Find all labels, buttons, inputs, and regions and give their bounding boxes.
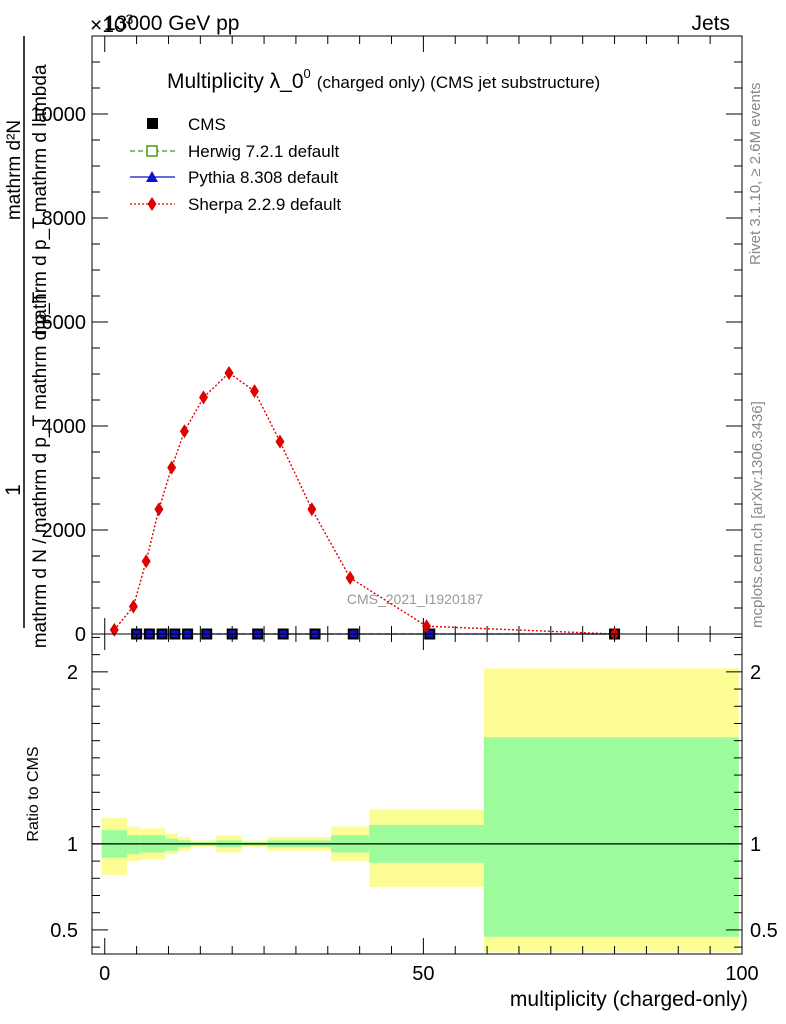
ratio-x-ticks: 0 50 100	[99, 634, 759, 985]
sherpa-point	[154, 502, 164, 517]
legend-label-pythia: Pythia 8.308 default	[188, 168, 339, 187]
x-tick-label: 50	[412, 963, 434, 985]
y-label-numerator-line-1: mathrm d²N	[4, 120, 25, 220]
rivet-label: Rivet 3.1.10, ≥ 2.6M events	[747, 83, 764, 266]
legend-label-sherpa: Sherpa 2.2.9 default	[188, 195, 341, 214]
ratio-plot-frame	[91, 633, 743, 955]
ratio-y-axis-label: Ratio to CMS	[25, 746, 42, 841]
x-tick-label: 100	[725, 963, 758, 985]
main-y-tick-label: 2000	[42, 520, 87, 542]
mcplots-label: mcplots.cern.ch [arXiv:1306.3436]	[749, 401, 766, 628]
exponent-power: 3	[126, 11, 134, 27]
ratio-y-tick-label-left: 1	[67, 834, 78, 856]
y-label-numerator: 1	[2, 484, 25, 496]
ratio-y-tick-label-right: 0.5	[750, 920, 778, 942]
ratio-y-tick-label-right: 1	[750, 834, 761, 856]
plot-title: Multiplicity λ_00 (charged only) (CMS jet…	[167, 66, 600, 93]
legend: CMS Herwig 7.2.1 default Pythia 8.308 de…	[130, 115, 341, 214]
plot-title-main: Multiplicity λ_0	[167, 70, 304, 93]
sherpa-point	[141, 554, 151, 569]
legend-label-cms: CMS	[188, 115, 226, 134]
header-left: 13000 GeV pp	[104, 12, 239, 35]
legend-marker-herwig	[146, 145, 158, 157]
analysis-watermark: CMS_2021_I1920187	[347, 591, 483, 607]
main-y-tick-label: 6000	[42, 312, 87, 334]
y-label-denominator: mathrm d N / mathrm d p_T mathrm d p_T	[30, 291, 51, 648]
sherpa-point	[345, 570, 355, 585]
ratio-stat-uncertainty-band	[165, 838, 179, 851]
sherpa-point	[307, 502, 317, 517]
main-y-tick-label: 10000	[30, 104, 86, 126]
y-label-numerator-line-2: mathrm d p_T mathrm d lambda	[30, 64, 51, 335]
sherpa-series-line	[113, 372, 615, 635]
sherpa-point	[199, 390, 209, 405]
ratio-stat-uncertainty-band	[127, 835, 140, 855]
exponent-label: ×103	[90, 11, 134, 37]
header-right: Jets	[691, 12, 730, 35]
sherpa-point	[109, 622, 119, 637]
main-y-axis-label: 1 mathrm d²N mathrm d p_T mathrm d lambd…	[2, 36, 51, 648]
legend-marker-sherpa	[147, 197, 157, 211]
main-y-ticks: 0 2000 4000 6000 8000 10000	[30, 35, 742, 646]
sherpa-point	[250, 384, 259, 399]
sherpa-point	[179, 424, 189, 439]
legend-marker-pythia	[146, 171, 158, 182]
sherpa-point	[167, 460, 177, 475]
main-x-ticks	[104, 36, 743, 634]
sherpa-point	[422, 619, 432, 634]
sherpa-point	[128, 599, 138, 614]
main-y-tick-label: 4000	[42, 416, 87, 438]
main-y-tick-label: 0	[75, 624, 86, 646]
sherpa-point	[275, 434, 285, 449]
x-tick-label: 0	[99, 963, 110, 985]
ratio-panel: 0.5 0.5 1 1 2 2 0 50 100 Ratio to CMS multiplic…	[25, 633, 778, 1011]
ratio-bands	[101, 668, 739, 953]
legend-label-herwig: Herwig 7.2.1 default	[188, 142, 339, 161]
plot-title-suffix: (charged only) (CMS jet substructure)	[317, 73, 600, 92]
ratio-stat-uncertainty-band	[483, 737, 739, 937]
ratio-y-ticks: 0.5 0.5 1 1 2 2	[50, 636, 778, 948]
main-y-tick-label: 8000	[42, 208, 87, 230]
ratio-y-tick-label-left: 0.5	[50, 920, 78, 942]
x-axis-label: multiplicity (charged-only)	[510, 988, 748, 1011]
ratio-y-tick-label-right: 2	[750, 662, 761, 684]
sherpa-point	[224, 365, 234, 380]
plot-title-sup: 0	[304, 66, 311, 81]
ratio-y-tick-label-left: 2	[67, 662, 78, 684]
legend-marker-cms	[147, 118, 158, 129]
